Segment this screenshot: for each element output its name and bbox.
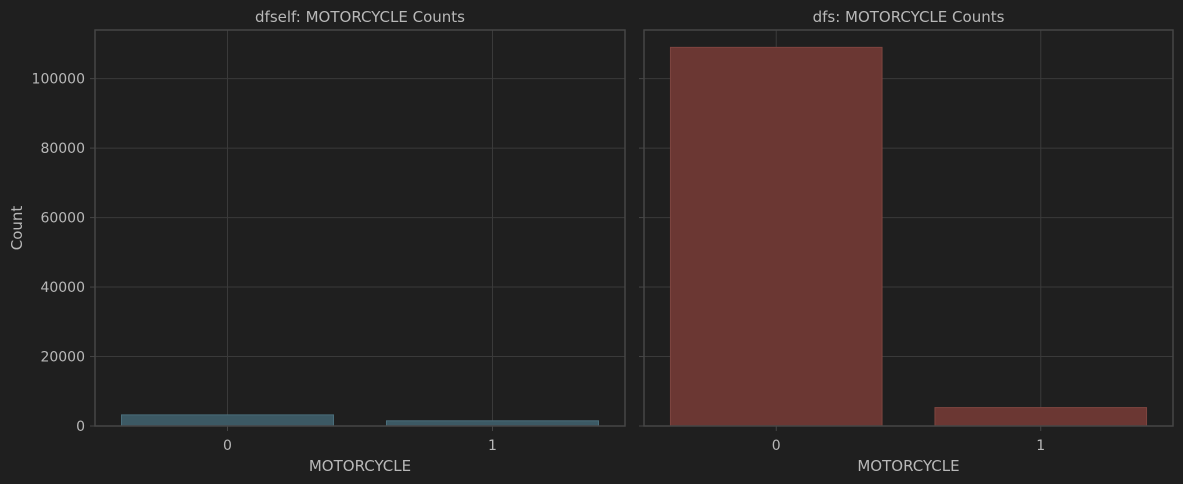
- bar-1: [386, 420, 599, 427]
- bar-1: [934, 407, 1148, 427]
- plot-frame: [94, 29, 626, 427]
- y-tick-label: 100000: [32, 72, 85, 88]
- y-tick-label: 60000: [40, 211, 85, 227]
- x-axis-label: MOTORCYCLE: [309, 457, 411, 475]
- chart-title: dfself: MOTORCYCLE Counts: [255, 8, 465, 26]
- x-tick-label: 0: [223, 438, 232, 454]
- x-tick-label: 0: [772, 438, 781, 454]
- y-tick-label: 40000: [40, 280, 85, 296]
- y-tick-label: 0: [76, 419, 85, 435]
- y-tick-label: 80000: [40, 141, 85, 157]
- y-tick-label: 20000: [40, 350, 85, 366]
- plot-frame: [643, 29, 1174, 427]
- chart-title: dfs: MOTORCYCLE Counts: [813, 8, 1005, 26]
- x-tick-label: 1: [1036, 438, 1045, 454]
- bar-0: [121, 414, 334, 427]
- x-axis-label: MOTORCYCLE: [857, 457, 959, 475]
- x-tick-label: 1: [488, 438, 497, 454]
- y-axis-label: Count: [8, 206, 26, 251]
- bar-0: [669, 46, 883, 427]
